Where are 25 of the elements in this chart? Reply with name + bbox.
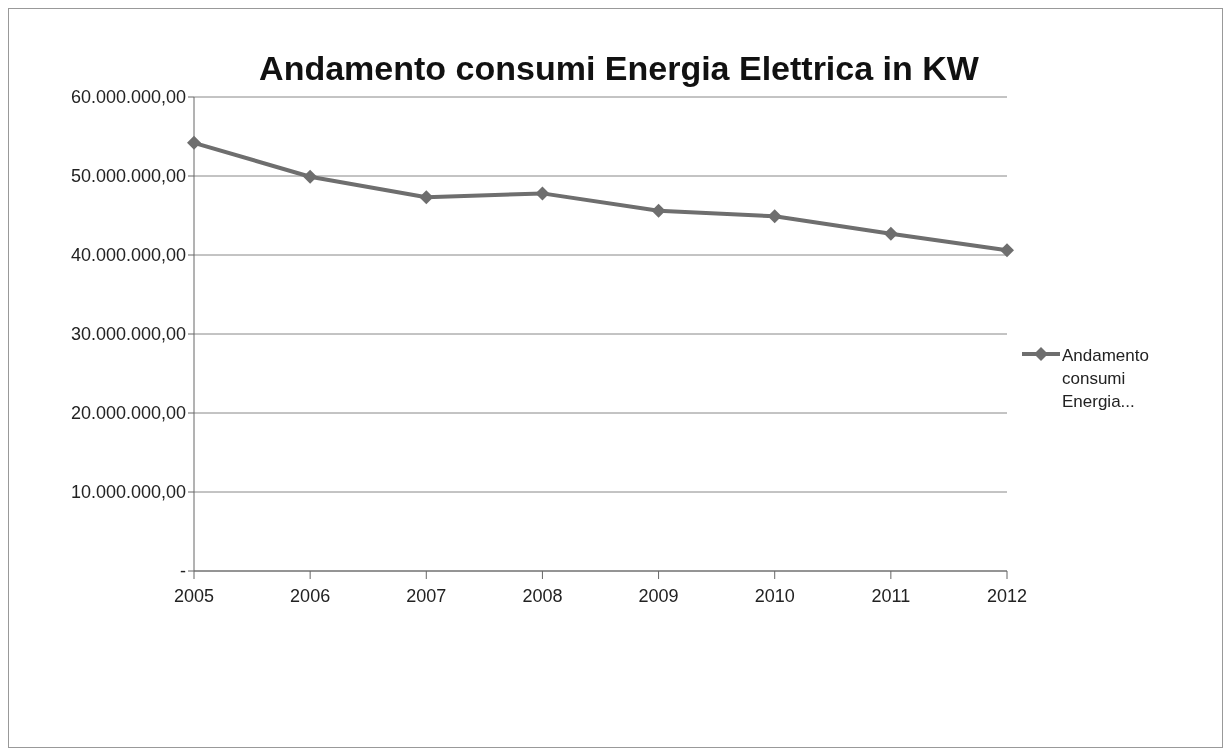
point [651,203,666,218]
chart-title: Andamento consumi Energia Elettrica in KW [258,49,980,88]
y-tick-label: 20.000.000,00 [70,403,186,424]
x-tick-label: 2011 [871,585,911,606]
legend-label: Andamento consumi Energia... [1062,344,1150,413]
x-tick-label: 2008 [522,585,563,606]
y-tick-label: 60.000.000,00 [70,87,186,108]
x-tick-label: 2009 [638,585,679,606]
x-tick-label: 2006 [290,585,331,606]
point [883,226,898,241]
y-tick-label: 30.000.000,00 [70,324,186,345]
point [535,186,550,201]
y-tick-label: 10.000.000,00 [70,482,186,503]
point [187,135,201,150]
point [1000,243,1014,258]
x-tick-label: 2010 [754,585,795,606]
point [767,209,782,224]
x-tick-label: 2012 [986,585,1028,606]
y-tick-label: 50.000.000,00 [70,166,186,187]
y-tick-label: - [180,561,186,582]
x-tick-label: 2007 [406,585,447,606]
x-tick-label: 2005 [173,585,215,606]
y-tick-label: 40.000.000,00 [70,245,186,266]
point [303,169,318,184]
point [419,190,434,205]
